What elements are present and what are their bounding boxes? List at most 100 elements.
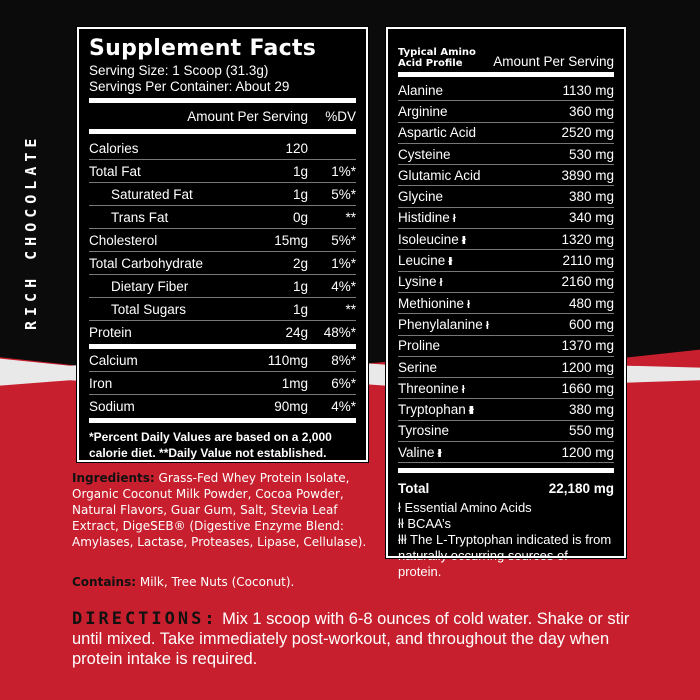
nutrient-name: Dietary Fiber — [111, 278, 189, 294]
amino-row: Tyrosine 550 mg — [398, 421, 614, 443]
amino-name: Lysine — [398, 274, 437, 290]
nutrient-row: Cholesterol 15mg 5%* — [89, 229, 356, 252]
nutrient-dv: 8%* — [331, 352, 356, 368]
amino-amount: 2160 mg — [561, 274, 614, 290]
contains-label: Contains: — [72, 575, 137, 589]
ingredients-text: Grass-Fed Whey Protein Isolate, Organic … — [72, 471, 367, 549]
amino-total: Total 22,180 mg — [398, 476, 614, 500]
amino-marker: ł — [452, 213, 456, 226]
amino-marker: ł — [485, 319, 489, 332]
total-label: Total — [398, 480, 430, 496]
amino-name: Leucine — [398, 253, 446, 269]
nutrient-amount: 1mg — [281, 375, 308, 391]
nutrient-name: Total Carbohydrate — [89, 255, 204, 271]
amino-marker: łłł — [468, 405, 474, 418]
nutrient-name: Total Sugars — [111, 301, 187, 317]
ingredients-label: Ingredients: — [72, 471, 155, 485]
amino-amount: 380 mg — [568, 189, 614, 205]
nutrient-row: Calories 120 — [89, 137, 356, 160]
amino-header: Typical Amino Acid Profile Amount Per Se… — [398, 39, 614, 69]
nutrient-row: Dietary Fiber 1g 4%* — [89, 275, 356, 298]
amino-row: Phenylalanine ł 600 mg — [398, 314, 614, 336]
amino-amount: 550 mg — [568, 423, 614, 439]
nutrient-amount: 110mg — [267, 352, 308, 368]
nutrient-row: Total Sugars 1g ** — [89, 298, 356, 321]
amino-amount: 1130 mg — [562, 82, 614, 98]
amino-row: Aspartic Acid 2520 mg — [398, 123, 614, 144]
divider — [398, 468, 614, 474]
amino-amount: 380 mg — [568, 402, 614, 418]
nutrient-dv: 5%* — [331, 232, 356, 248]
amino-row: Valine łł 1200 mg — [398, 442, 614, 464]
amino-row: Serine 1200 mg — [398, 357, 614, 379]
total-value: 22,180 mg — [548, 480, 614, 496]
directions-label: DIRECTIONS: — [72, 609, 218, 629]
amino-row: Leucine łł 2110 mg — [398, 250, 614, 272]
nutrient-dv: 1%* — [331, 163, 356, 179]
nutrient-row: Sodium 90mg 4%* — [89, 395, 356, 418]
nutrient-row: Total Carbohydrate 2g 1%* — [89, 252, 356, 275]
amino-amount: 1370 mg — [561, 338, 614, 354]
divider — [89, 129, 356, 134]
amino-name: Aspartic Acid — [398, 125, 477, 141]
servings-per-container: Servings Per Container: About 29 — [89, 79, 290, 94]
nutrient-name: Total Fat — [89, 163, 141, 179]
nutrient-name: Cholesterol — [89, 232, 158, 248]
nutrient-row: Protein 24g 48%* — [89, 321, 356, 344]
divider — [89, 418, 356, 423]
amino-marker: łł — [437, 447, 442, 460]
amino-row: Methionine ł 480 mg — [398, 293, 614, 315]
amino-row: Isoleucine łł 1320 mg — [398, 229, 614, 251]
amino-name: Glycine — [398, 189, 444, 205]
amino-name: Phenylalanine — [398, 316, 483, 332]
nutrient-dv: 6%* — [331, 375, 356, 391]
dv-header: %DV — [325, 108, 356, 124]
contains: Contains: Milk, Tree Nuts (Coconut). — [72, 575, 294, 589]
nutrient-amount: 0g — [292, 209, 308, 225]
nutrient-name: Saturated Fat — [111, 186, 193, 202]
amino-amount: 1660 mg — [561, 380, 614, 396]
amino-name: Threonine — [398, 380, 459, 396]
contains-text: Milk, Tree Nuts (Coconut). — [136, 575, 295, 589]
amino-amount: 340 mg — [568, 210, 614, 226]
directions-text: Mix 1 scoop with 6-8 ounces of cold wate… — [72, 610, 630, 668]
nutrient-dv: 4%* — [331, 278, 356, 294]
amino-name: Glutamic Acid — [398, 167, 481, 183]
nutrient-amount: 1g — [292, 301, 308, 317]
footnote: ł Essential Amino Acids — [398, 500, 532, 516]
nutrient-amount: 1g — [292, 186, 308, 202]
amino-amount: 600 mg — [568, 316, 614, 332]
amino-amount: 1320 mg — [561, 231, 614, 247]
amino-name: Arginine — [398, 103, 448, 119]
amino-row: Histidine ł 340 mg — [398, 208, 614, 230]
amino-name: Serine — [398, 359, 438, 375]
amino-row: Proline 1370 mg — [398, 336, 614, 357]
amino-marker: ł — [467, 298, 470, 311]
amino-row: Glycine 380 mg — [398, 186, 614, 208]
amount-header: Amount Per Serving — [493, 54, 614, 69]
nutrient-row: Iron 1mg 6%* — [89, 372, 356, 395]
nutrient-amount: 120 — [285, 140, 308, 156]
amino-amount: 3890 mg — [561, 167, 614, 183]
amino-name: Tyrosine — [398, 423, 450, 439]
amino-name: Histidine — [398, 210, 450, 226]
amino-name: Isoleucine — [398, 231, 459, 247]
nutrient-name: Calories — [89, 140, 139, 156]
nutrient-name: Iron — [89, 375, 113, 391]
nutrient-amount: 24g — [285, 325, 308, 340]
nutrient-name: Sodium — [89, 399, 135, 414]
amino-amount: 1200 mg — [561, 444, 614, 460]
amino-row: Alanine 1130 mg — [398, 80, 614, 102]
amino-row: Arginine 360 mg — [398, 101, 614, 123]
serving-size: Serving Size: 1 Scoop (31.3g) — [89, 63, 269, 78]
amino-marker: ł — [461, 383, 465, 396]
nutrient-row: Total Fat 1g 1%* — [89, 160, 356, 183]
amino-name: Alanine — [398, 82, 444, 98]
amino-marker: łł — [461, 234, 466, 247]
amino-amount: 1200 mg — [561, 359, 614, 375]
nutrient-name: Protein — [89, 325, 132, 340]
nutrient-row: Calcium 110mg 8%* — [89, 349, 356, 372]
amino-row: Tryptophan łłł 380 mg — [398, 399, 614, 421]
amino-title: Typical Amino Acid Profile — [398, 47, 476, 69]
nutrient-row: Trans Fat 0g ** — [89, 206, 356, 229]
